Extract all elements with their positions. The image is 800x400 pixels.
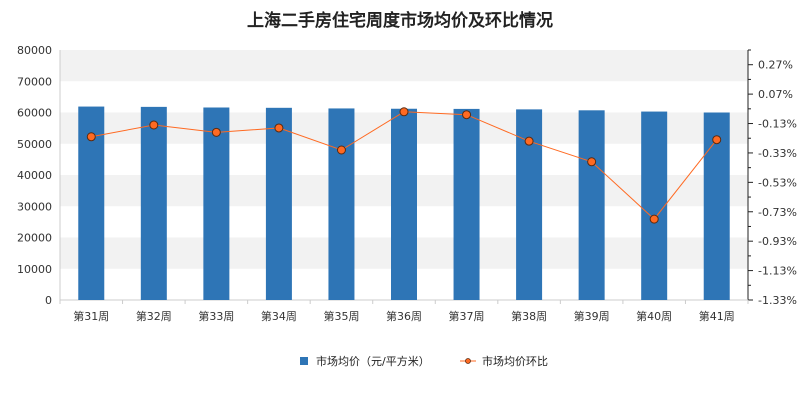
change-point-7 <box>462 110 472 120</box>
y-right-tick-label: -0.33% <box>758 147 797 160</box>
legend-line-marker <box>465 358 471 364</box>
x-tick-label: 第37周 <box>449 309 485 323</box>
x-tick-label: 第34周 <box>261 309 297 323</box>
y-right-tick-label: -1.13% <box>758 265 797 278</box>
change-point-3 <box>211 127 221 137</box>
y-right-tick-label: -0.73% <box>758 206 797 219</box>
x-tick-label: 第38周 <box>511 309 547 323</box>
change-point-6 <box>399 107 409 117</box>
y-left-tick-label: 10000 <box>17 263 52 276</box>
legend-bar-swatch <box>300 357 308 365</box>
y-left-tick-label: 0 <box>45 294 52 307</box>
change-point-11 <box>712 135 722 145</box>
bar-7 <box>453 108 480 300</box>
x-tick-label: 第40周 <box>636 309 672 323</box>
x-tick-label: 第32周 <box>136 309 172 323</box>
x-tick-label: 第36周 <box>386 309 422 323</box>
y-right-tick-label: 0.27% <box>758 59 793 72</box>
change-point-1 <box>86 132 96 142</box>
change-point-5 <box>336 145 346 155</box>
change-point-9 <box>587 157 597 167</box>
chart-title: 上海二手房住宅周度市场均价及环比情况 <box>247 11 553 31</box>
y-left-tick-label: 40000 <box>17 169 52 182</box>
y-left-tick-label: 50000 <box>17 138 52 151</box>
y-right-tick-label: -0.53% <box>758 176 797 189</box>
x-tick-label: 第31周 <box>73 309 109 323</box>
y-left-tick-label: 60000 <box>17 107 52 120</box>
x-tick-label: 第39周 <box>574 309 610 323</box>
bar-5 <box>328 108 355 300</box>
bar-4 <box>265 107 292 300</box>
change-point-8 <box>524 136 534 146</box>
y-left-tick-label: 30000 <box>17 200 52 213</box>
grid-band <box>60 50 748 82</box>
change-point-2 <box>149 120 159 130</box>
y-right-tick-label: 0.07% <box>758 88 793 101</box>
y-left-tick-label: 80000 <box>17 44 52 57</box>
legend-line-label: 市场均价环比 <box>482 354 548 368</box>
change-point-4 <box>274 123 284 133</box>
y-right-tick-label: -0.13% <box>758 118 797 131</box>
change-point-10 <box>649 214 659 224</box>
bar-10 <box>641 111 668 300</box>
y-right-tick-label: -0.93% <box>758 235 797 248</box>
bar-3 <box>203 107 230 300</box>
bar-2 <box>140 106 167 300</box>
bar-9 <box>578 110 605 300</box>
y-right-tick-label: -1.33% <box>758 294 797 307</box>
x-tick-label: 第35周 <box>323 309 359 323</box>
x-tick-label: 第41周 <box>699 309 735 323</box>
bar-6 <box>391 108 417 300</box>
legend-bar-label: 市场均价（元/平方米） <box>316 354 430 368</box>
x-tick-label: 第33周 <box>198 309 234 323</box>
y-left-tick-label: 20000 <box>17 232 52 245</box>
y-left-tick-label: 70000 <box>17 75 52 88</box>
